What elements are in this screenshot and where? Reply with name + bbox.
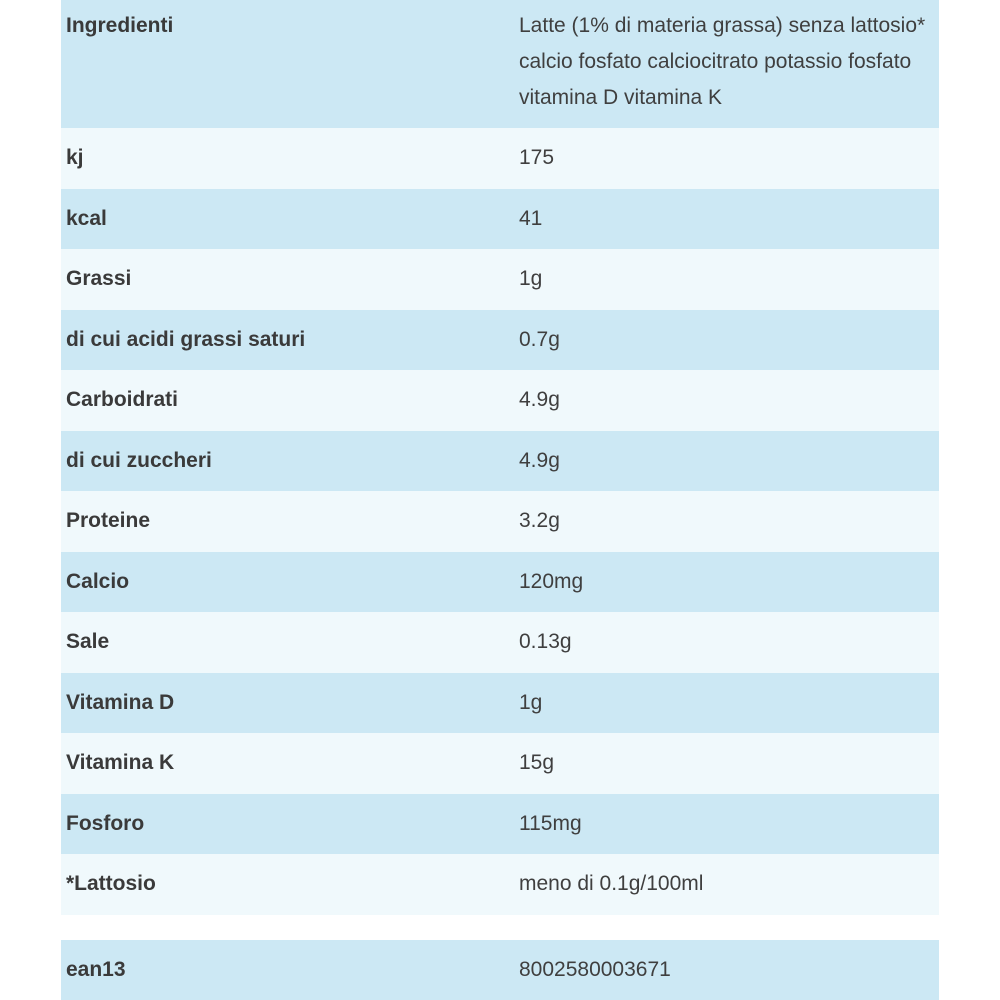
nutrition-value: 175 bbox=[519, 146, 555, 169]
nutrition-value: 0.13g bbox=[519, 630, 572, 653]
nutrition-row: kj 175 bbox=[61, 128, 939, 189]
nutrition-row: di cui zuccheri 4.9g bbox=[61, 430, 939, 491]
nutrition-label: kj bbox=[66, 146, 84, 169]
nutrition-row: Sale 0.13g bbox=[61, 612, 939, 673]
nutrition-row: Vitamina K 15g bbox=[61, 733, 939, 794]
nutrition-value: 120mg bbox=[519, 569, 584, 593]
nutrition-value: 4.9g bbox=[519, 388, 560, 411]
nutrition-label: kcal bbox=[66, 206, 107, 230]
nutrition-row: Calcio 120mg bbox=[61, 551, 939, 612]
ean-label: ean13 bbox=[66, 957, 126, 981]
ingredients-value: Latte (1% di materia grassa) senza latto… bbox=[519, 14, 926, 109]
ingredients-row: Ingredienti Latte (1% di materia grassa)… bbox=[61, 0, 939, 128]
nutrition-label: Sale bbox=[66, 630, 110, 653]
ean-row: ean13 8002580003671 bbox=[61, 939, 939, 1000]
nutrition-label: di cui zuccheri bbox=[66, 448, 212, 472]
nutrition-value: 115mg bbox=[519, 811, 582, 835]
table-divider bbox=[61, 914, 939, 940]
nutrition-row: Proteine 3.2g bbox=[61, 491, 939, 552]
nutrition-value: 41 bbox=[519, 206, 543, 230]
ean-value: 8002580003671 bbox=[519, 957, 671, 981]
nutrition-value: 1g bbox=[519, 267, 543, 290]
product-info-table: Ingredienti Latte (1% di materia grassa)… bbox=[61, 0, 939, 1000]
nutrition-row: di cui acidi grassi saturi 0.7g bbox=[61, 309, 939, 370]
nutrition-label: Calcio bbox=[66, 569, 130, 593]
nutrition-label: *Lattosio bbox=[66, 872, 156, 895]
nutrition-label: Vitamina D bbox=[66, 690, 175, 714]
nutrition-label: Grassi bbox=[66, 267, 132, 290]
nutrition-value: 1g bbox=[519, 690, 543, 714]
nutrition-row: Vitamina D 1g bbox=[61, 672, 939, 733]
nutrition-value: 15g bbox=[519, 751, 555, 774]
nutrition-row: kcal 41 bbox=[61, 188, 939, 249]
nutrition-label: di cui acidi grassi saturi bbox=[66, 327, 306, 351]
nutrition-label: Fosforo bbox=[66, 811, 145, 835]
nutrition-value: 0.7g bbox=[519, 327, 560, 351]
nutrition-label: Carboidrati bbox=[66, 388, 179, 411]
nutrition-label: Proteine bbox=[66, 509, 151, 532]
nutrition-row: *Lattosio meno di 0.1g/100ml bbox=[61, 854, 939, 915]
nutrition-row: Grassi 1g bbox=[61, 249, 939, 310]
nutrition-row: Fosforo 115mg bbox=[61, 793, 939, 854]
ingredients-label: Ingredienti bbox=[66, 14, 174, 37]
nutrition-value: 3.2g bbox=[519, 509, 560, 532]
nutrition-label: Vitamina K bbox=[66, 751, 175, 774]
nutrition-value: 4.9g bbox=[519, 448, 560, 472]
nutrition-value: meno di 0.1g/100ml bbox=[519, 872, 704, 895]
nutrition-row: Carboidrati 4.9g bbox=[61, 370, 939, 431]
